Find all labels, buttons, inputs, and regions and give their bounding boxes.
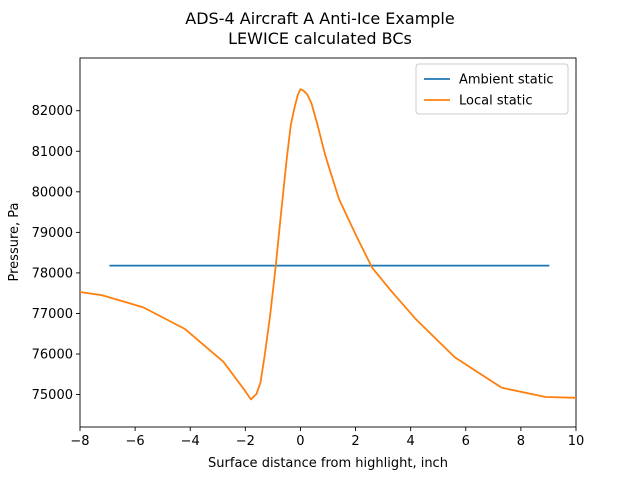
y-tick-label: 79000 [32,226,73,241]
x-tick-label: 6 [462,434,470,449]
x-tick-label: −4 [181,434,200,449]
x-tick-label: 4 [407,434,415,449]
x-tick-label: −6 [126,434,145,449]
chart-subtitle: LEWICE calculated BCs [228,29,412,48]
x-tick-label: 0 [296,434,304,449]
y-tick-label: 81000 [32,145,73,160]
x-tick-label: 2 [351,434,359,449]
x-tick-label: 8 [517,434,525,449]
x-axis-ticks: −8 −6 −4 −2 0 2 4 6 8 10 [70,427,584,449]
y-tick-label: 76000 [32,348,73,363]
legend-label-local-static: Local static [459,94,533,109]
legend-box [415,63,569,115]
series-layer [80,88,576,401]
chart-title: ADS-4 Aircraft A Anti-Ice Example [185,9,454,28]
legend-label-ambient-static: Ambient static [459,73,554,88]
legend: Ambient static Local static [415,63,569,115]
plot-area [79,57,577,428]
y-tick-label: 78000 [32,266,73,281]
x-tick-label: −8 [70,434,89,449]
y-axis-label: Pressure, Pa [7,203,22,282]
x-tick-label: −2 [236,434,255,449]
y-axis-ticks: 75000 76000 77000 78000 79000 80000 81000 82000 [32,104,80,403]
x-axis-label: Surface distance from highlight, inch [208,456,448,471]
axes-frame [79,57,577,428]
y-tick-label: 75000 [32,388,73,403]
x-tick-label: 10 [568,434,585,449]
y-tick-label: 82000 [32,104,73,119]
series-line-local-static [80,88,576,401]
y-tick-label: 80000 [32,185,73,200]
y-tick-label: 77000 [32,307,73,322]
